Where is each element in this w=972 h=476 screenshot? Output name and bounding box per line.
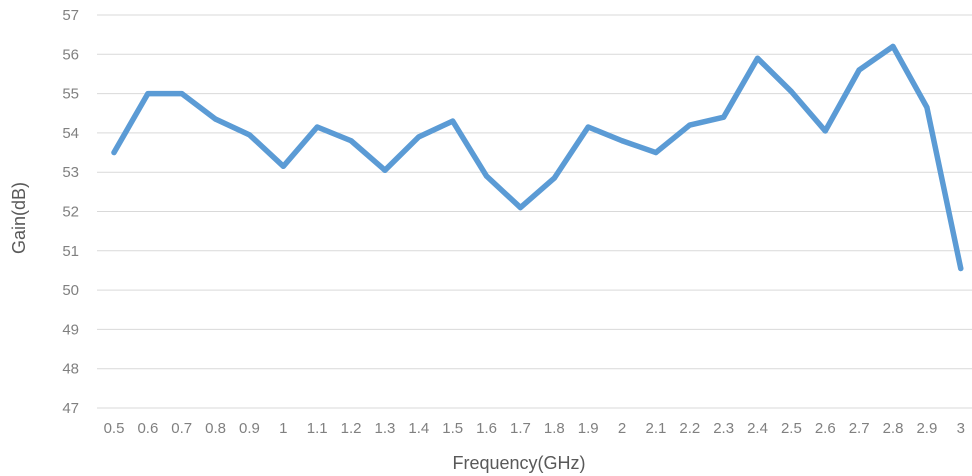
data-point: [924, 104, 930, 110]
gridlines: [97, 14, 972, 409]
x-tick-label: 2: [618, 420, 626, 437]
data-point: [145, 91, 151, 97]
x-tick-label: 3: [957, 420, 965, 437]
data-point: [754, 55, 761, 61]
y-tick-label: 55: [62, 86, 79, 103]
data-point: [111, 149, 117, 156]
x-tick-label: 1.8: [544, 420, 565, 437]
data-point: [517, 204, 524, 211]
data-point: [314, 124, 320, 130]
data-point: [619, 138, 625, 144]
data-point: [822, 128, 828, 134]
series-layer: [111, 43, 964, 272]
y-tick-label: 52: [62, 204, 79, 221]
y-tick-label: 51: [62, 243, 79, 260]
x-tick-label: 2.3: [713, 420, 734, 437]
x-axis-tick-labels: 0.5 0.6 0.7 0.8 0.9 1 1.1 1.2 1.3 1.4 1.5 1.6 1.7 1.8…: [104, 420, 965, 437]
x-tick-label: 2.4: [747, 420, 768, 437]
y-tick-label: 48: [62, 361, 79, 378]
x-tick-label: 2.6: [815, 420, 836, 437]
x-tick-label: 2.5: [781, 420, 802, 437]
x-tick-label: 1.9: [578, 420, 599, 437]
x-axis-title: Frequency(GHz): [452, 453, 585, 473]
y-axis-tick-labels: 47 48 49 50 51 52 53 54 55 56 57: [62, 7, 79, 417]
data-point: [246, 132, 253, 138]
data-point: [450, 118, 456, 124]
x-tick-label: 2.9: [916, 420, 937, 437]
x-tick-label: 0.8: [205, 420, 226, 437]
x-tick-label: 0.7: [171, 420, 192, 437]
y-tick-label: 54: [62, 125, 79, 142]
y-tick-label: 53: [62, 164, 79, 181]
data-point: [348, 138, 354, 144]
x-tick-label: 1.1: [307, 420, 328, 437]
data-point: [179, 91, 185, 97]
x-tick-label: 1.2: [341, 420, 362, 437]
x-tick-label: 0.5: [104, 420, 125, 437]
series-line: [111, 43, 964, 272]
y-axis-title: Gain(dB): [9, 182, 29, 254]
x-tick-label: 1.4: [408, 420, 429, 437]
x-tick-label: 0.9: [239, 420, 260, 437]
data-point: [890, 43, 896, 50]
y-tick-label: 50: [62, 282, 79, 299]
data-point: [687, 122, 693, 128]
x-tick-label: 1: [279, 420, 287, 437]
y-tick-label: 47: [62, 400, 79, 417]
data-point: [280, 163, 286, 169]
data-point: [958, 265, 964, 272]
x-tick-label: 1.3: [375, 420, 396, 437]
x-tick-label: 0.6: [137, 420, 158, 437]
data-point: [788, 89, 795, 95]
y-tick-label: 49: [62, 321, 79, 338]
data-point: [585, 124, 591, 130]
data-point: [551, 175, 557, 181]
x-tick-label: 2.8: [883, 420, 904, 437]
data-point: [416, 134, 422, 140]
data-point: [653, 149, 659, 156]
data-point: [483, 173, 490, 179]
y-tick-label: 56: [62, 46, 79, 63]
x-tick-label: 2.2: [679, 420, 700, 437]
x-tick-label: 1.6: [476, 420, 497, 437]
data-point: [213, 116, 219, 122]
data-point: [721, 114, 727, 120]
y-tick-label: 57: [62, 7, 79, 24]
data-point: [856, 67, 862, 73]
x-tick-label: 2.1: [645, 420, 666, 437]
x-tick-label: 1.7: [510, 420, 531, 437]
x-tick-label: 2.7: [849, 420, 870, 437]
x-tick-label: 1.5: [442, 420, 463, 437]
data-point: [382, 167, 388, 173]
